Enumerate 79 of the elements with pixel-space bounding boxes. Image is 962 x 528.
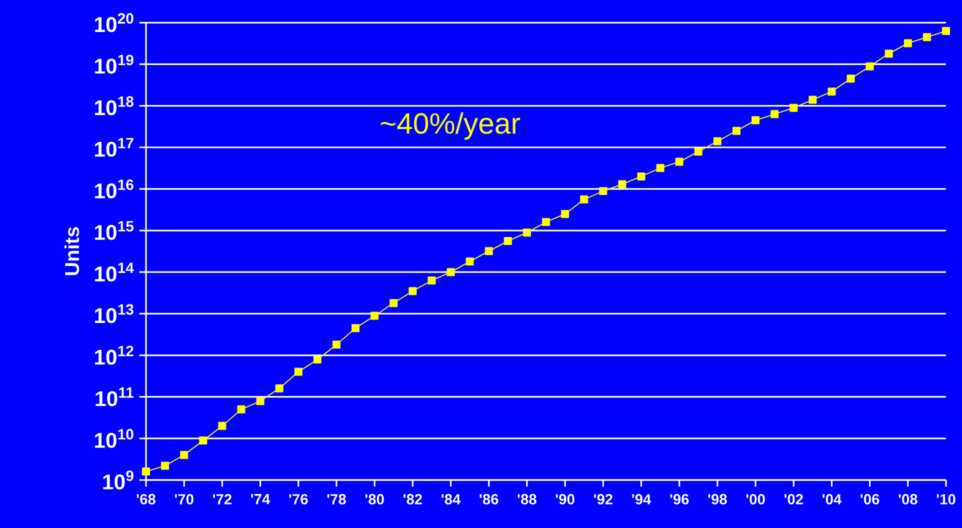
point bbox=[599, 187, 608, 196]
point bbox=[275, 384, 284, 392]
y-tick-label: 10$^{13}$ bbox=[94, 304, 134, 324]
point bbox=[922, 33, 931, 42]
y-tick-label: 10$^{20}$ bbox=[94, 13, 134, 32]
point bbox=[656, 164, 664, 172]
point bbox=[408, 287, 417, 296]
point bbox=[180, 450, 188, 459]
point bbox=[522, 228, 531, 237]
y-tick-label: 10$^{11}$ bbox=[96, 387, 134, 406]
y-tick-label: 10$^{19}$ bbox=[94, 54, 134, 74]
point bbox=[237, 405, 246, 414]
x-tick-label: '86 bbox=[480, 494, 498, 504]
x-tick-label: '04 bbox=[822, 494, 842, 504]
point bbox=[390, 299, 398, 308]
point bbox=[884, 50, 893, 58]
y-tick-label: 10$^{14}$ bbox=[94, 262, 134, 282]
point bbox=[199, 436, 208, 445]
y-axis-title: Units bbox=[64, 227, 80, 276]
point bbox=[675, 158, 684, 166]
point bbox=[142, 468, 150, 476]
point bbox=[313, 356, 322, 364]
point bbox=[904, 39, 912, 48]
x-tick-label: '06 bbox=[860, 494, 880, 504]
point bbox=[218, 422, 226, 430]
point bbox=[484, 247, 493, 256]
x-tick-label: '78 bbox=[327, 494, 346, 504]
point bbox=[504, 237, 512, 246]
point bbox=[694, 148, 702, 156]
point bbox=[446, 268, 455, 276]
x-tick-label: '08 bbox=[898, 494, 918, 504]
point bbox=[294, 368, 302, 376]
x-tick-label: '10 bbox=[936, 494, 956, 504]
point bbox=[808, 96, 817, 104]
x-tick-label: '00 bbox=[746, 494, 765, 504]
annotation: ~40%/year bbox=[380, 112, 520, 140]
y-tick-label: 10$^{17}$ bbox=[94, 138, 134, 157]
x-tick-label: '90 bbox=[556, 494, 574, 504]
point bbox=[256, 397, 264, 406]
point bbox=[161, 462, 170, 470]
x-tick-label: '98 bbox=[708, 494, 727, 504]
point bbox=[770, 110, 779, 118]
x-tick-label: '88 bbox=[518, 494, 536, 504]
y-tick-label: 10$^{18}$ bbox=[94, 96, 134, 116]
y-tick-label: 10$^{10}$ bbox=[94, 428, 134, 448]
y-tick-label: 10$^{12}$ bbox=[94, 346, 134, 365]
x-tick-label: '68 bbox=[136, 494, 156, 504]
point bbox=[942, 26, 950, 35]
point bbox=[752, 116, 760, 124]
point bbox=[618, 180, 626, 188]
point bbox=[866, 62, 874, 70]
point bbox=[332, 340, 340, 349]
x-tick-label: '96 bbox=[670, 494, 689, 504]
x-tick-label: '94 bbox=[632, 494, 652, 504]
y-tick-label: 10$^{9}$ bbox=[103, 470, 134, 490]
point bbox=[561, 210, 570, 218]
point bbox=[637, 172, 646, 180]
x-tick-label: '72 bbox=[213, 494, 232, 504]
y-tick-label: 10$^{15}$ bbox=[94, 221, 134, 240]
point bbox=[828, 88, 836, 96]
point bbox=[428, 276, 436, 284]
point bbox=[790, 104, 798, 112]
x-tick-label: '76 bbox=[289, 494, 308, 504]
y-tick-label: 10$^{16}$ bbox=[94, 179, 134, 198]
point bbox=[370, 312, 379, 320]
x-tick-label: '70 bbox=[174, 494, 194, 504]
x-tick-label: '82 bbox=[404, 494, 422, 504]
x-tick-label: '74 bbox=[251, 494, 270, 504]
point bbox=[352, 324, 360, 332]
point bbox=[542, 218, 550, 226]
point bbox=[466, 257, 474, 266]
x-tick-label: '02 bbox=[784, 494, 803, 504]
x-tick-label: '84 bbox=[442, 494, 461, 504]
point bbox=[713, 137, 722, 146]
point bbox=[580, 195, 588, 204]
point bbox=[732, 126, 740, 135]
point bbox=[846, 74, 855, 83]
x-tick-label: '80 bbox=[365, 494, 384, 504]
x-tick-label: '92 bbox=[594, 494, 612, 504]
